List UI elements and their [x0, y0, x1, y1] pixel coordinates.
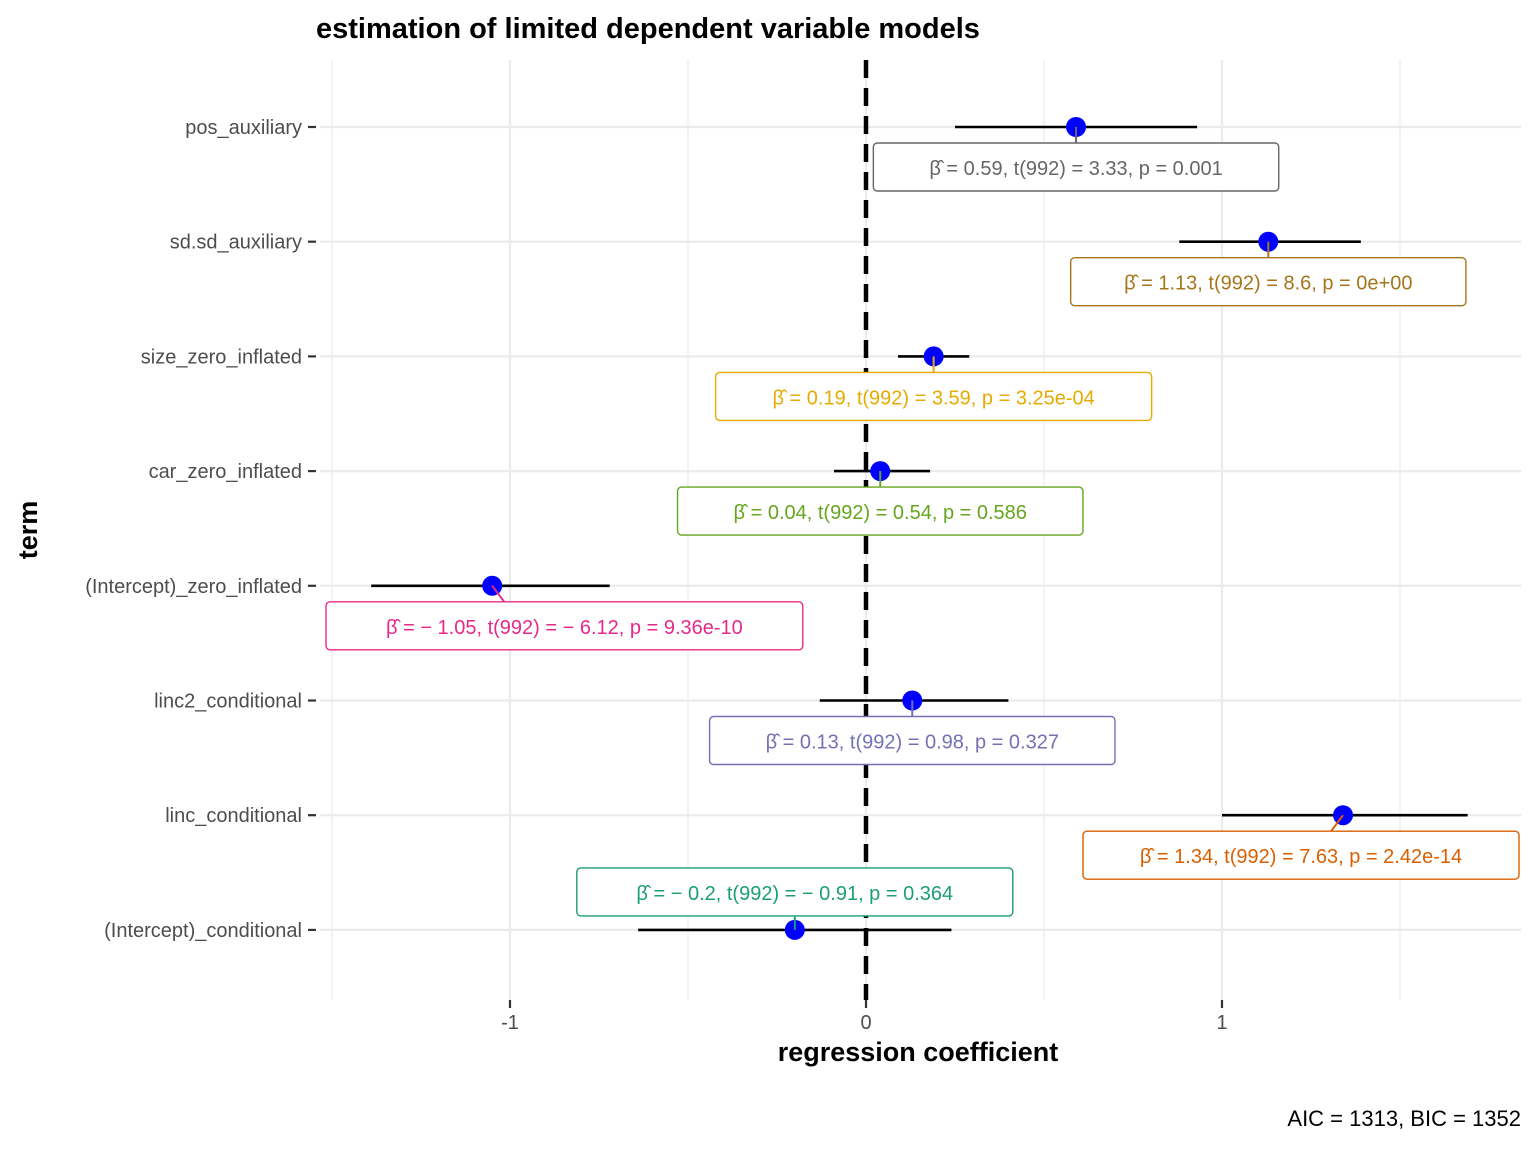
y-tick-label: (Intercept)_conditional — [104, 920, 302, 942]
y-tick-label: size_zero_inflated — [141, 346, 302, 368]
estimate-label-box — [1082, 830, 1520, 880]
chart-title: estimation of limited dependent variable… — [316, 13, 980, 45]
estimate-label-box — [708, 715, 1116, 766]
estimate-label: β̂ = 0.19, t(992) = 3.59, p = 3.25e-04 — [772, 387, 1094, 409]
chart-caption: AIC = 1313, BIC = 1352 — [1287, 1106, 1521, 1131]
y-tick-label: sd.sd_auxiliary — [170, 232, 302, 254]
estimate-label: β̂ = − 1.05, t(992) = − 6.12, p = 9.36e-… — [386, 617, 743, 639]
estimate-label-box — [872, 142, 1280, 192]
y-tick-label: car_zero_inflated — [149, 461, 302, 483]
estimate-label: β̂ = 1.13, t(992) = 8.6, p = 0e+00 — [1124, 273, 1412, 295]
estimate-label: β̂ = − 0.2, t(992) = − 0.91, p = 0.364 — [636, 883, 953, 905]
y-axis-title: term — [13, 501, 43, 560]
y-tick-label: (Intercept)_zero_inflated — [85, 576, 302, 598]
estimate-label: β̂ = 0.04, t(992) = 0.54, p = 0.586 — [734, 502, 1027, 524]
estimate-label-box — [676, 486, 1084, 536]
estimate-label-box — [576, 867, 1014, 917]
estimate-label-box — [325, 601, 804, 651]
estimate-labels: β̂ = 0.59, t(992) = 3.33, p = 0.001 β̂ = … — [325, 127, 1520, 930]
x-axis-title: regression coefficient — [778, 1037, 1059, 1067]
estimate-label: β̂ = 0.13, t(992) = 0.98, p = 0.327 — [766, 732, 1059, 754]
y-tick-label: pos_auxiliary — [185, 117, 302, 139]
y-tick-label: linc_conditional — [165, 805, 302, 827]
label-connector — [491, 585, 506, 603]
x-tick-label: -1 — [501, 1012, 519, 1034]
axes: -1 0 1 pos_auxiliary sd.sd_auxiliary size_zer… — [85, 117, 1227, 1034]
label-connector — [1330, 814, 1344, 832]
x-tick-label: 0 — [860, 1012, 871, 1034]
estimate-label: β̂ = 0.59, t(992) = 3.33, p = 0.001 — [929, 158, 1222, 180]
estimate-label: β̂ = 1.34, t(992) = 7.63, p = 2.42e-14 — [1140, 846, 1462, 868]
x-tick-label: 1 — [1216, 1012, 1227, 1034]
estimate-label-box — [1069, 257, 1467, 307]
y-tick-label: linc2_conditional — [154, 691, 302, 713]
estimate-label-box — [714, 371, 1153, 422]
